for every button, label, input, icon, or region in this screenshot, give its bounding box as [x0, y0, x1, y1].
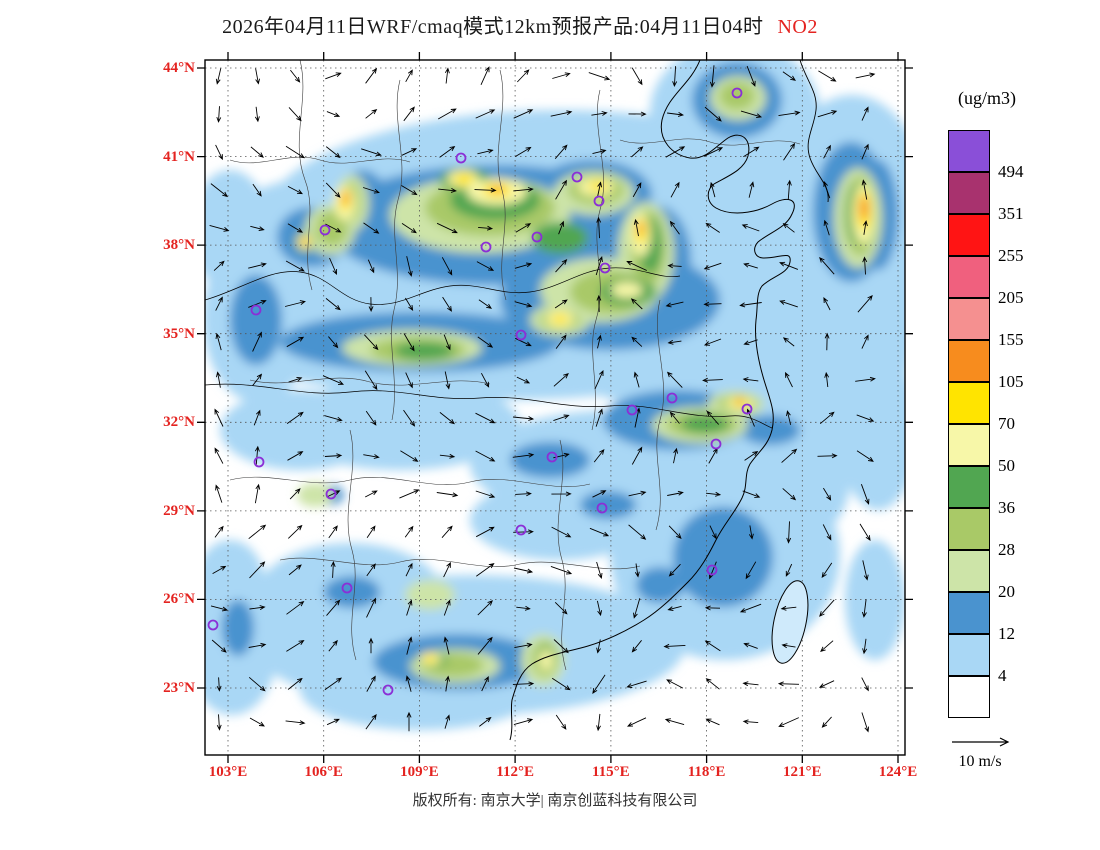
colorbar-swatch: [948, 634, 990, 676]
lat-label: 44°N: [163, 60, 195, 76]
coastline: [205, 60, 829, 741]
province-boundaries: [229, 60, 801, 671]
chart-title: 2026年04月11日WRF/cmaq模式12km预报产品:04月11日04时 N…: [0, 10, 1040, 39]
colorbar-level-label: 351: [998, 204, 1024, 223]
wind-scale-arrow: [952, 737, 1010, 747]
colorbar-swatch: [948, 130, 990, 172]
colorbar-unit: (ug/m3): [958, 88, 1016, 108]
colorbar-level-label: 494: [998, 162, 1024, 181]
lon-label: 118°E: [687, 764, 726, 780]
colorbar-swatch: [948, 592, 990, 634]
lon-label: 124°E: [878, 764, 918, 780]
colorbar-level-label: 20: [998, 582, 1015, 601]
colorbar-level-label: 4: [998, 666, 1007, 685]
pollution-field: [205, 60, 905, 730]
colorbar-swatch: [948, 508, 990, 550]
colorbar-level-label: 36: [998, 498, 1015, 517]
colorbar-swatch: [948, 172, 990, 214]
map-frame: [197, 52, 913, 763]
colorbar-swatch: [948, 340, 990, 382]
lat-label: 29°N: [163, 502, 195, 519]
lat-label: 32°N: [163, 414, 195, 431]
lat-label: 26°N: [163, 591, 195, 608]
lon-label: 115°E: [592, 764, 630, 780]
lat-label: 38°N: [163, 237, 195, 254]
colorbar-level-label: 105: [998, 372, 1024, 391]
colorbar-swatch: [948, 424, 990, 466]
lon-label: 109°E: [400, 764, 439, 780]
lon-label: 103°E: [208, 764, 248, 780]
colorbar-level-label: 70: [998, 414, 1015, 433]
title-text: 2026年04月11日WRF/cmaq模式12km预报产品:04月11日04时: [222, 16, 764, 38]
colorbar-swatch: [948, 298, 990, 340]
copyright: 版权所有: 南京大学| 南京创蓝科技有限公司: [412, 793, 698, 809]
graticule: [205, 60, 905, 755]
colorbar-swatch: [948, 256, 990, 298]
colorbar-level-label: 255: [998, 246, 1024, 265]
colorbar-level-label: 50: [998, 456, 1015, 475]
wind-scale-label: 10 m/s: [958, 753, 1002, 770]
lat-label: 41°N: [163, 148, 195, 165]
lon-label: 121°E: [783, 764, 822, 780]
taiwan-island: [771, 580, 809, 664]
colorbar-swatch: [948, 550, 990, 592]
colorbar-swatch: [948, 214, 990, 256]
lat-label: 23°N: [163, 680, 195, 696]
colorbar-level-label: 155: [998, 330, 1024, 349]
colorbar-level-label: 28: [998, 540, 1015, 559]
colorbar-swatch: [948, 676, 990, 718]
colorbar-swatch: [948, 466, 990, 508]
colorbar-level-label: 12: [998, 624, 1015, 643]
pollutant-label: NO2: [777, 16, 818, 38]
station-markers: [207, 87, 753, 696]
lon-label: 106°E: [304, 764, 343, 780]
lat-label: 35°N: [163, 325, 195, 342]
colorbar-swatch: [948, 382, 990, 424]
lon-label: 112°E: [496, 764, 534, 780]
colorbar-swatches: [948, 130, 990, 720]
wind-vectors: [209, 65, 876, 733]
colorbar-level-label: 205: [998, 288, 1024, 307]
